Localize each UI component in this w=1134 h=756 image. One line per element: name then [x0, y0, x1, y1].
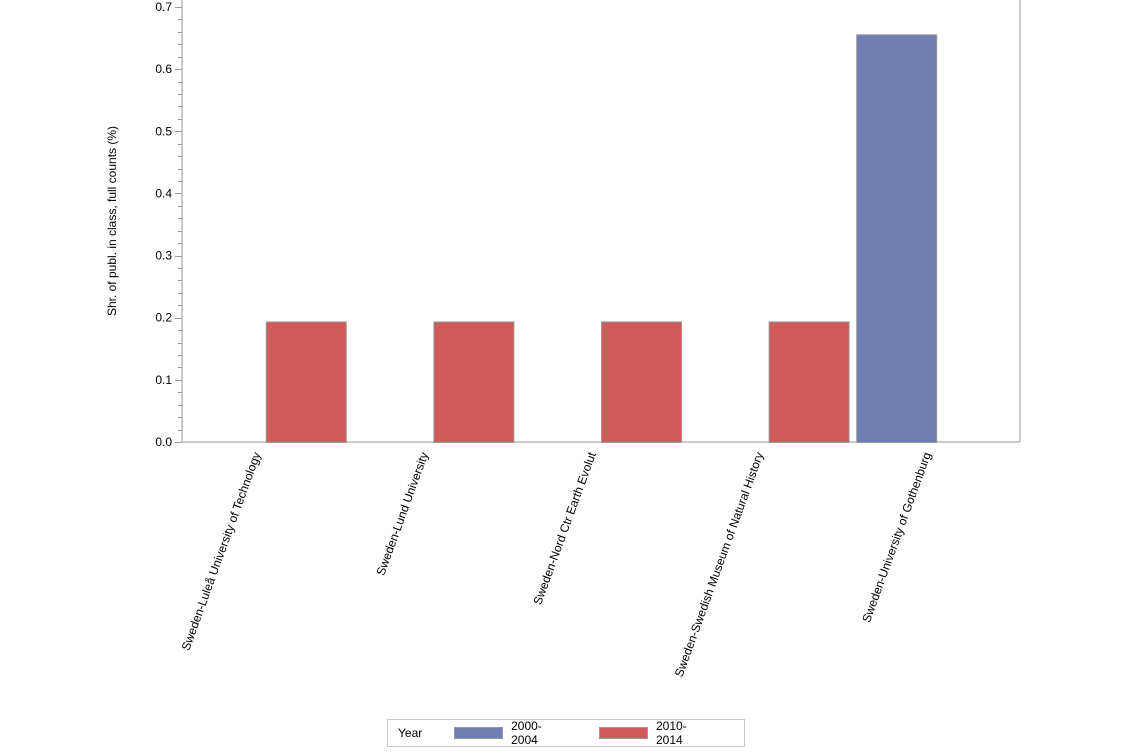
bar-2010-2014: [265, 321, 347, 444]
x-tick-label: Sweden-University of Gothenburg: [859, 450, 934, 624]
y-tick-label: 0.2: [155, 311, 172, 325]
legend-title: Year: [398, 726, 423, 740]
y-axis-title: Shr. of publ. in class, full counts (%): [105, 126, 119, 316]
y-tick-label: 0.3: [155, 249, 172, 263]
legend-entry-2010-2014: 2010-2014: [599, 719, 712, 747]
y-tick-label: 0.4: [155, 186, 172, 200]
legend-label: 2000-2004: [511, 719, 542, 747]
y-tick-label: 0.1: [155, 373, 172, 387]
legend: Year 2000-2004 2010-2014: [387, 719, 745, 747]
y-tick-label: 0.7: [155, 0, 172, 14]
legend-entry-2000-2004: 2000-2004: [454, 719, 567, 747]
x-tick-label: Sweden-Lund University: [374, 450, 432, 577]
y-tick-label: 0.0: [155, 435, 172, 449]
x-tick-label: Sweden-Swedish Museum of Natural History: [672, 450, 767, 679]
legend-label: 2010-2014: [655, 719, 687, 747]
x-tick-label: Sweden-Luleå University of Technology: [179, 450, 264, 652]
bars: [265, 34, 938, 444]
x-axis-labels: Sweden-Luleå University of Technology Swe…: [179, 450, 934, 679]
legend-swatch-blue: [454, 727, 504, 739]
y-tick-label: 0.5: [155, 124, 172, 138]
bar-2010-2014: [601, 321, 682, 444]
x-tick-label: Sweden-Nord Ctr Earth Evolut: [530, 450, 599, 607]
y-tick-label: 0.6: [155, 62, 172, 76]
y-axis: 0.0 0.1 0.2 0.3 0.4 0.5 0.6 0.7: [155, 0, 182, 449]
legend-swatch-red: [599, 727, 648, 739]
bar-2010-2014: [433, 321, 515, 444]
bar-2010-2014: [768, 321, 850, 444]
bar-2000-2004: [856, 34, 938, 443]
